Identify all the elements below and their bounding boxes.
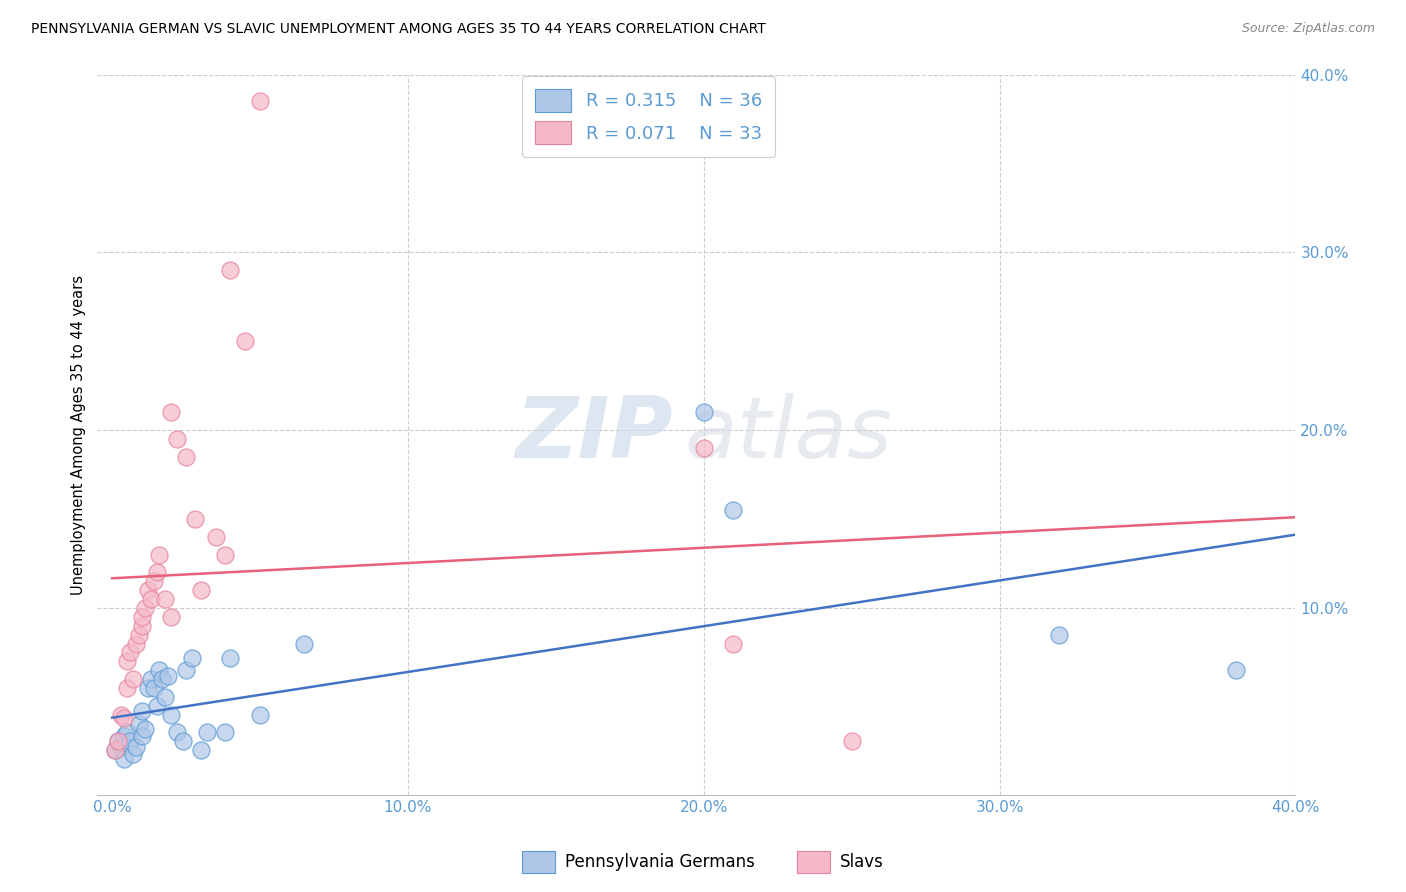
- Point: [139, 592, 162, 607]
- Point: [115, 681, 138, 695]
- Point: [139, 672, 162, 686]
- Point: [155, 592, 177, 607]
- Point: [148, 548, 170, 562]
- Text: PENNSYLVANIA GERMAN VS SLAVIC UNEMPLOYMENT AMONG AGES 35 TO 44 YEARS CORRELATION: PENNSYLVANIA GERMAN VS SLAVIC UNEMPLOYME…: [31, 22, 766, 37]
- Point: [128, 716, 150, 731]
- Point: [160, 610, 183, 624]
- Point: [152, 672, 174, 686]
- Text: atlas: atlas: [685, 393, 893, 476]
- Point: [115, 654, 138, 668]
- Point: [121, 747, 143, 761]
- Point: [110, 739, 132, 754]
- Point: [131, 704, 153, 718]
- Point: [1047, 628, 1070, 642]
- Point: [112, 729, 135, 743]
- Point: [125, 739, 148, 754]
- Point: [136, 583, 159, 598]
- Point: [249, 94, 271, 108]
- Point: [166, 432, 188, 446]
- Point: [131, 610, 153, 624]
- Legend: Pennsylvania Germans, Slavs: Pennsylvania Germans, Slavs: [515, 845, 891, 880]
- Point: [128, 628, 150, 642]
- Point: [693, 405, 716, 419]
- Point: [125, 636, 148, 650]
- Point: [214, 548, 236, 562]
- Point: [172, 734, 194, 748]
- Point: [131, 729, 153, 743]
- Point: [131, 619, 153, 633]
- Point: [174, 663, 197, 677]
- Point: [693, 441, 716, 455]
- Point: [134, 722, 156, 736]
- Point: [118, 645, 141, 659]
- Point: [204, 530, 226, 544]
- Point: [115, 725, 138, 739]
- Point: [148, 663, 170, 677]
- Point: [190, 583, 212, 598]
- Point: [841, 734, 863, 748]
- Point: [294, 636, 316, 650]
- Point: [104, 743, 127, 757]
- Point: [136, 681, 159, 695]
- Point: [723, 503, 745, 517]
- Point: [110, 707, 132, 722]
- Point: [174, 450, 197, 464]
- Point: [142, 574, 165, 589]
- Point: [155, 690, 177, 704]
- Point: [190, 743, 212, 757]
- Y-axis label: Unemployment Among Ages 35 to 44 years: Unemployment Among Ages 35 to 44 years: [72, 275, 86, 595]
- Point: [107, 734, 129, 748]
- Point: [160, 707, 183, 722]
- Point: [214, 725, 236, 739]
- Text: Source: ZipAtlas.com: Source: ZipAtlas.com: [1241, 22, 1375, 36]
- Point: [166, 725, 188, 739]
- Point: [219, 650, 242, 665]
- Point: [112, 711, 135, 725]
- Point: [1225, 663, 1247, 677]
- Point: [249, 707, 271, 722]
- Point: [134, 601, 156, 615]
- Point: [112, 752, 135, 766]
- Point: [723, 636, 745, 650]
- Point: [145, 698, 167, 713]
- Point: [118, 734, 141, 748]
- Point: [160, 405, 183, 419]
- Point: [157, 668, 180, 682]
- Point: [181, 650, 204, 665]
- Point: [145, 566, 167, 580]
- Point: [142, 681, 165, 695]
- Point: [121, 672, 143, 686]
- Point: [233, 334, 256, 349]
- Point: [219, 263, 242, 277]
- Point: [104, 743, 127, 757]
- Point: [195, 725, 218, 739]
- Point: [184, 512, 207, 526]
- Legend: R = 0.315    N = 36, R = 0.071    N = 33: R = 0.315 N = 36, R = 0.071 N = 33: [523, 77, 775, 157]
- Text: ZIP: ZIP: [515, 393, 672, 476]
- Point: [107, 734, 129, 748]
